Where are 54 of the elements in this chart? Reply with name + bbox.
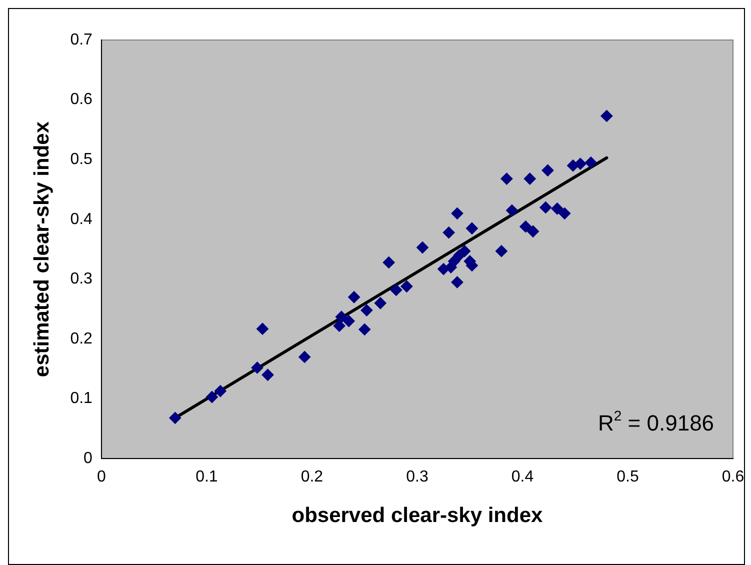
point [256, 322, 268, 335]
point [214, 385, 226, 398]
point [466, 222, 478, 234]
x-tick-label: 0.5 [616, 468, 639, 486]
point [584, 156, 597, 169]
point [551, 202, 564, 215]
y-tick-label: 0.4 [70, 210, 93, 228]
point [520, 220, 532, 233]
point [333, 320, 346, 332]
point [360, 304, 373, 316]
point [600, 110, 613, 122]
point [348, 291, 360, 304]
point [524, 172, 536, 185]
point [206, 391, 218, 404]
point [335, 310, 348, 323]
point [451, 276, 464, 288]
point [500, 172, 513, 185]
x-tick-label: 0 [96, 468, 106, 486]
x-tick-label: 0.4 [511, 468, 534, 486]
point [540, 201, 552, 214]
x-tick-label: 0.2 [300, 468, 324, 486]
point [506, 204, 518, 216]
point [382, 256, 395, 268]
y-axis-title: estimated clear-sky index [30, 121, 54, 378]
y-tick-label: 0.1 [70, 390, 93, 408]
x-tick-label: 0.1 [196, 468, 218, 486]
point [400, 280, 413, 292]
point [458, 245, 471, 258]
point [451, 207, 464, 220]
point [374, 297, 386, 310]
point [358, 323, 371, 336]
point [169, 412, 182, 424]
y-tick-label: 0 [84, 450, 93, 468]
point [342, 315, 355, 328]
x-tick-label: 0.6 [722, 468, 744, 486]
point [390, 284, 402, 296]
point [448, 255, 460, 268]
point [262, 368, 274, 381]
x-tick-label: 0.3 [406, 468, 428, 486]
point [558, 207, 571, 220]
y-tick-label: 0.2 [70, 330, 93, 348]
point [416, 242, 428, 254]
point [574, 158, 586, 170]
point [542, 164, 554, 176]
point [442, 226, 455, 239]
y-tick-label: 0.7 [70, 31, 93, 48]
y-tick-label: 0.3 [70, 270, 93, 288]
y-tick-label: 0.6 [70, 91, 93, 108]
point [495, 245, 508, 258]
y-tick-label: 0.5 [70, 151, 93, 168]
x-axis-title: observed clear-sky index [292, 504, 544, 528]
point [527, 225, 540, 238]
point [298, 350, 311, 363]
point [251, 362, 264, 374]
